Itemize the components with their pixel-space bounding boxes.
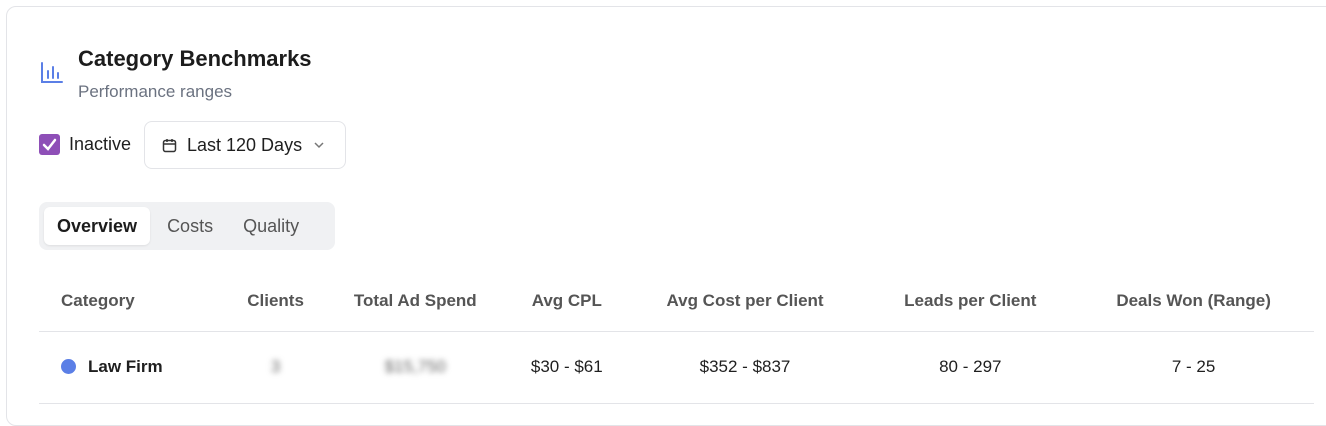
page-title: Category Benchmarks [78,46,312,71]
check-icon [42,138,57,151]
calendar-icon [162,138,177,152]
category-color-dot [61,359,76,374]
tab-bar: Overview Costs Quality [39,202,335,250]
col-deals-won[interactable]: Deals Won (Range) [1073,272,1314,332]
clients-count: 3 [270,357,281,376]
avg-cpl: $30 - $61 [510,331,623,404]
bar-chart-icon [40,62,64,89]
tab-quality[interactable]: Quality [243,215,300,236]
deals-won: 7 - 25 [1073,331,1314,404]
col-avg-cost-per-client[interactable]: Avg Cost per Client [622,272,868,332]
col-category[interactable]: Category [39,272,232,332]
col-total-ad-spend[interactable]: Total Ad Spend [319,272,511,332]
total-ad-spend: $15,750 [384,357,447,376]
col-clients[interactable]: Clients [231,272,320,332]
leads-per-client: 80 - 297 [867,331,1074,404]
col-leads-per-client[interactable]: Leads per Client [867,272,1074,332]
tab-overview[interactable]: Overview [44,207,151,245]
benchmarks-table: Category Clients Total Ad Spend Avg CPL … [39,272,1314,404]
date-range-dropdown[interactable]: Last 120 Days [144,121,346,169]
table-row[interactable]: Law Firm 3 $15,750 $30 - $61 $352 - $837… [39,331,1314,404]
chevron-down-icon [314,142,324,149]
col-avg-cpl[interactable]: Avg CPL [510,272,623,332]
inactive-checkbox[interactable] [39,134,60,155]
tab-costs[interactable]: Costs [167,215,214,236]
category-name: Law Firm [88,357,163,376]
page-subtitle: Performance ranges [78,82,233,101]
date-range-value: Last 120 Days [187,134,303,155]
inactive-label[interactable]: Inactive [69,134,132,154]
avg-cost-per-client: $352 - $837 [622,331,868,404]
